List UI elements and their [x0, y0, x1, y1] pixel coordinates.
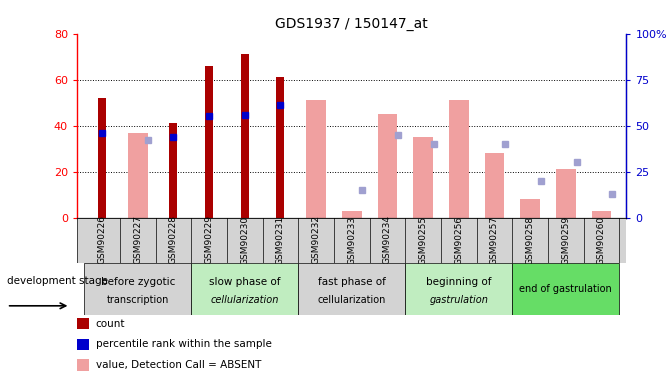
Text: GSM90233: GSM90233 [347, 215, 356, 265]
Text: gastrulation: gastrulation [429, 295, 488, 305]
Text: cellularization: cellularization [318, 295, 386, 305]
Bar [378, 114, 397, 218]
Text: development stage: development stage [7, 276, 108, 286]
Bar [342, 211, 362, 218]
Text: GSM90227: GSM90227 [133, 216, 142, 264]
Text: beginning of: beginning of [426, 278, 492, 288]
Text: GSM90229: GSM90229 [204, 216, 214, 264]
Title: GDS1937 / 150147_at: GDS1937 / 150147_at [275, 17, 428, 32]
Bar [556, 169, 576, 217]
Text: count: count [96, 319, 125, 328]
Text: GSM90256: GSM90256 [454, 215, 463, 265]
Bar [170, 123, 178, 218]
Bar [191, 262, 298, 315]
Text: cellularization: cellularization [210, 295, 279, 305]
Bar [449, 100, 468, 218]
Bar [413, 137, 433, 218]
Bar [84, 262, 191, 315]
Bar [205, 66, 213, 218]
Text: GSM90232: GSM90232 [312, 216, 320, 264]
Text: before zygotic: before zygotic [100, 278, 175, 288]
Text: GSM90234: GSM90234 [383, 216, 392, 264]
Text: GSM90230: GSM90230 [241, 215, 249, 265]
Text: GSM90231: GSM90231 [276, 215, 285, 265]
Bar [128, 132, 147, 218]
Bar [521, 199, 540, 217]
Text: GSM90257: GSM90257 [490, 215, 499, 265]
Bar [484, 153, 505, 218]
Text: value, Detection Call = ABSENT: value, Detection Call = ABSENT [96, 360, 261, 370]
Bar [405, 262, 513, 315]
Text: end of gastrulation: end of gastrulation [519, 284, 612, 294]
Bar [98, 98, 106, 218]
Text: percentile rank within the sample: percentile rank within the sample [96, 339, 272, 349]
Bar [277, 77, 284, 218]
Text: GSM90226: GSM90226 [98, 216, 107, 264]
Bar [298, 262, 405, 315]
Text: GSM90259: GSM90259 [561, 215, 570, 265]
Bar [306, 100, 326, 218]
Text: GSM90258: GSM90258 [526, 215, 535, 265]
Text: GSM90255: GSM90255 [419, 215, 427, 265]
Bar [513, 262, 619, 315]
Text: transcription: transcription [107, 295, 169, 305]
Text: fast phase of: fast phase of [318, 278, 386, 288]
Text: GSM90228: GSM90228 [169, 216, 178, 264]
Text: GSM90260: GSM90260 [597, 215, 606, 265]
Text: slow phase of: slow phase of [209, 278, 281, 288]
Bar [241, 54, 249, 217]
Bar [592, 211, 611, 218]
